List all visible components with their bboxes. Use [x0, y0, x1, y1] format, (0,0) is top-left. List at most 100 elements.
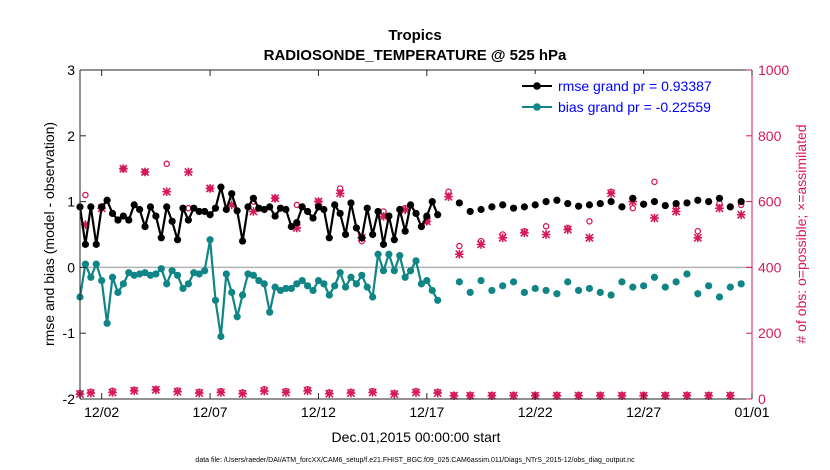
footnote: data file: /Users/raeder/DAI/ATM_forcXX/…: [195, 457, 635, 464]
obs-assimilated-point: [498, 233, 508, 243]
rmse-point: [157, 234, 165, 242]
bias-point: [179, 284, 187, 293]
rmse-point: [477, 205, 485, 214]
y-axis-label: rmse and bias (model - observation): [41, 122, 57, 346]
bias-point: [130, 271, 138, 279]
rmse-point: [363, 204, 371, 212]
rmse-point: [298, 203, 306, 211]
y-tick-label: -2: [63, 391, 76, 407]
obs-assimilated-point: [715, 203, 724, 213]
rmse-point: [179, 204, 187, 212]
obs-assimilated-point: [173, 387, 182, 397]
obs-assimilated-point: [433, 388, 442, 398]
rmse-point: [190, 204, 198, 212]
rmse-point: [672, 199, 680, 208]
bias-point: [629, 283, 637, 291]
obs-assimilated-point: [86, 388, 96, 398]
obs-assimilated-point: [682, 391, 692, 401]
bias-point: [260, 280, 268, 288]
y-tick-label: 0: [67, 259, 75, 275]
rmse-point: [81, 240, 90, 248]
rmse-point: [331, 201, 339, 209]
rmse-point: [352, 224, 360, 232]
obs-possible-point: [542, 223, 550, 230]
rmse-point: [341, 230, 350, 239]
bias-series-line: [78, 238, 439, 338]
bias-point: [585, 284, 594, 293]
bias-point: [331, 282, 339, 290]
obs-assimilated-point: [671, 207, 681, 216]
obs-assimilated-point: [476, 240, 486, 249]
bias-point: [499, 282, 507, 290]
rmse-point: [260, 205, 268, 214]
obs-assimilated-point: [449, 391, 459, 401]
obs-assimilated-point: [129, 386, 139, 396]
obs-assimilated-point: [259, 386, 269, 396]
obs-assimilated-point: [281, 388, 291, 397]
rmse-point: [629, 194, 637, 202]
bias-point: [640, 282, 648, 290]
rmse-point: [92, 240, 100, 248]
rmse-point: [406, 201, 415, 209]
rmse-point: [325, 234, 333, 242]
legend-rmse-label: rmse grand pr = 0.93387: [558, 78, 712, 94]
bias-point: [520, 288, 528, 297]
y2-tick-label: 200: [758, 325, 782, 341]
bias-point: [293, 280, 301, 288]
bias-point: [385, 250, 393, 258]
bias-point: [152, 270, 160, 278]
bias-point: [98, 276, 106, 285]
y2-tick-label: 800: [758, 128, 782, 144]
x-tick-label: 12/17: [409, 404, 444, 420]
bias-point: [352, 280, 360, 288]
rmse-point: [108, 209, 117, 218]
bias-point: [298, 276, 306, 285]
bias-point: [509, 278, 518, 286]
bias-point: [683, 270, 691, 278]
obs-assimilated-point: [292, 223, 302, 233]
obs-assimilated-point: [368, 388, 377, 397]
legend-bias-label: bias grand pr = -0.22559: [558, 99, 711, 115]
obs-possible-point: [651, 178, 658, 186]
bias-point: [184, 280, 192, 288]
bias-point: [574, 286, 583, 295]
obs-possible-point: [629, 204, 637, 212]
obs-assimilated-point: [346, 388, 356, 398]
y-tick-label: 2: [67, 128, 75, 144]
rmse-point: [358, 234, 366, 242]
obs-assimilated-point: [390, 389, 399, 399]
x-tick-label: 12/07: [193, 404, 228, 420]
rmse-point: [320, 205, 328, 214]
rmse-point: [705, 198, 713, 206]
bias-point: [412, 257, 420, 265]
rmse-point: [201, 207, 209, 216]
rmse-point: [396, 205, 404, 214]
obs-assimilated-point: [335, 189, 345, 198]
obs-assimilated-point: [660, 391, 670, 401]
rmse-point: [553, 196, 561, 204]
bias-point: [108, 273, 117, 281]
rmse-point: [119, 212, 127, 220]
bias-point: [488, 286, 496, 295]
bias-point: [434, 296, 442, 304]
rmse-point: [694, 196, 702, 204]
x-axis-label: Dec.01,2015 00:00:00 start: [332, 429, 501, 445]
obs-assimilated-point: [574, 391, 583, 401]
axes: 3 2 1 0 -1 -2 1000 800 600 400 200 0 12/02 12/07 12/12…: [63, 62, 790, 420]
bias-point: [119, 280, 127, 288]
bias-point: [87, 273, 95, 281]
obs-assimilated-point: [270, 193, 280, 203]
rmse-point: [249, 194, 258, 202]
obs-assimilated-point: [455, 249, 464, 259]
rmse-point: [287, 223, 295, 231]
rmse-point: [455, 199, 463, 207]
legend-box: [510, 74, 738, 120]
bias-point: [320, 280, 328, 288]
obs-assimilated-point: [704, 391, 713, 401]
rmse-point: [607, 198, 615, 206]
rmse-point: [564, 199, 572, 208]
rmse-point: [87, 203, 95, 211]
bias-point: [287, 284, 295, 293]
bias-point: [607, 291, 615, 299]
bias-point: [715, 293, 724, 301]
